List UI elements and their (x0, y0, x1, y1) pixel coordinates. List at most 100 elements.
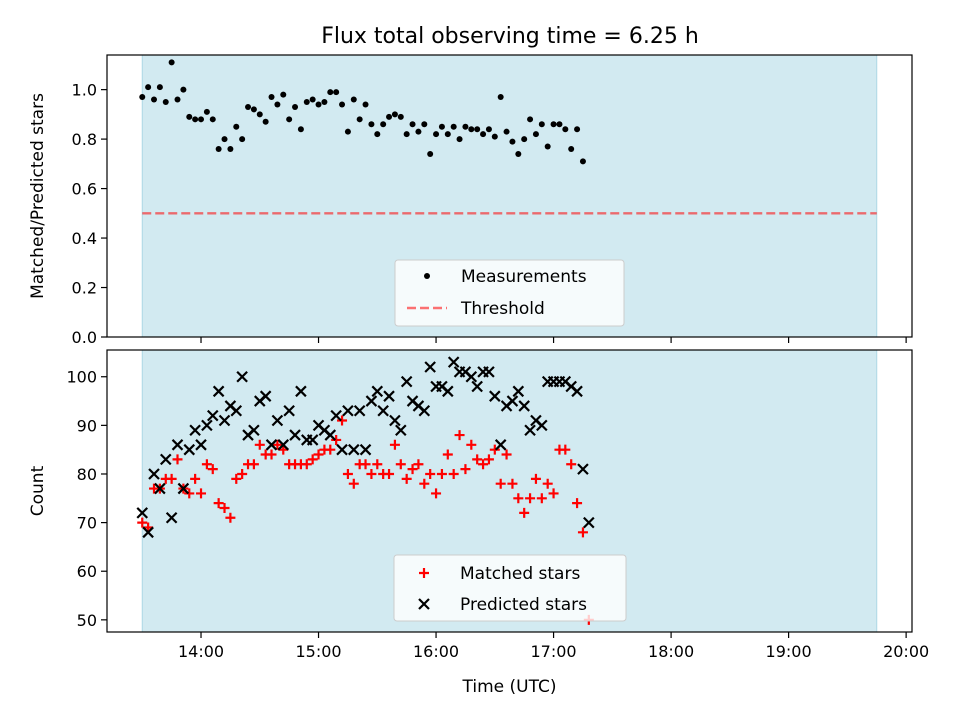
measurement-point (562, 126, 569, 133)
matched-star-point (478, 459, 489, 470)
measurement-point (198, 116, 205, 123)
predicted-star-point (494, 439, 507, 451)
matched-star-point (530, 473, 541, 484)
predicted-star-point (159, 453, 172, 466)
top-ytick-label: 0.8 (72, 130, 97, 149)
matched-star-point (313, 449, 324, 460)
measurement-point (215, 146, 222, 152)
measurement-point (315, 101, 322, 108)
predicted-star-point (165, 511, 178, 524)
matched-star-point (237, 468, 248, 479)
matched-star-point (266, 449, 277, 460)
matched-star-point (489, 444, 500, 455)
predicted-star-point (342, 404, 354, 417)
top-ylabel: Matched/Predicted stars (28, 93, 48, 299)
measurement-point (368, 121, 375, 128)
bottom-axes-frame (106, 349, 913, 633)
predicted-star-point (236, 370, 248, 383)
predicted-star-point (383, 390, 395, 402)
measurement-point (480, 131, 487, 138)
predicted-star-point (212, 385, 225, 398)
predicted-star-point (353, 404, 366, 417)
matched-star-point (201, 459, 212, 470)
bottom-xtick-label: 18:00 (648, 642, 694, 661)
matched-star-point (519, 507, 530, 518)
matched-star-point (513, 493, 524, 504)
measurement-point (438, 123, 445, 130)
matched-star-point (431, 488, 442, 499)
measurement-point (297, 126, 304, 133)
matched-star-point (219, 503, 230, 514)
matched-star-point (560, 444, 571, 455)
legend-matched-marker (419, 568, 429, 578)
predicted-star-point (248, 424, 260, 437)
measurement-point (421, 121, 428, 128)
predicted-star-point (265, 439, 278, 451)
measurement-point (162, 99, 169, 105)
predicted-star-point (259, 390, 272, 402)
matched-star-point (460, 464, 471, 475)
predicted-star-point (471, 380, 483, 393)
matched-star-point (225, 512, 236, 523)
measurement-point (156, 84, 163, 91)
predicted-star-point (148, 468, 160, 480)
predicted-star-point (336, 443, 348, 456)
measurement-point (556, 121, 563, 128)
measurement-point (450, 123, 457, 130)
matched-star-point (536, 493, 547, 504)
matched-star-point (572, 498, 583, 509)
top-ytick-label: 0.4 (72, 229, 97, 248)
measurement-point (233, 123, 240, 130)
matched-star-point (366, 468, 377, 479)
matched-star-point (166, 473, 177, 484)
bottom-xtick-label: 16:00 (413, 642, 459, 661)
predicted-star-point (218, 414, 231, 427)
predicted-star-point (306, 434, 319, 446)
measurement-point (221, 136, 228, 143)
bottom-ylabel: Count (28, 465, 48, 516)
predicted-star-point (400, 375, 413, 388)
matched-star-point (384, 468, 395, 479)
matched-star-point (436, 468, 447, 479)
measurement-point (491, 133, 498, 140)
measurement-point (474, 126, 481, 133)
bottom-ytick-label: 70 (77, 514, 97, 533)
measurement-point (380, 121, 387, 128)
matched-star-point (495, 478, 506, 489)
matched-star-point (337, 415, 348, 426)
predicted-star-point (506, 395, 519, 407)
predicted-star-point (483, 366, 495, 378)
bottom-ytick-label: 50 (77, 611, 97, 630)
legend-measurements-marker (424, 273, 430, 279)
legend-matched-label: Matched stars (460, 564, 580, 584)
measurement-point (521, 136, 528, 143)
matched-star-point (566, 459, 577, 470)
matched-star-point (466, 439, 477, 450)
matched-star-point (196, 488, 207, 499)
bottom-ytick-label: 100 (66, 368, 97, 387)
measurement-point (579, 158, 586, 165)
legend-predicted-marker (418, 598, 430, 610)
top-ytick-label: 0.6 (72, 180, 97, 199)
predicted-star-point (177, 482, 190, 495)
measurement-point (292, 103, 299, 110)
bottom-xtick-label: 20:00 (883, 642, 929, 661)
matched-star-point (442, 449, 453, 460)
measurement-point (333, 89, 340, 96)
measurement-point (280, 91, 287, 98)
matched-star-point (254, 439, 265, 450)
matched-star-point (137, 517, 148, 528)
matched-star-point (360, 459, 371, 470)
measurement-point (327, 89, 334, 96)
legend-predicted-label: Predicted stars (460, 595, 587, 615)
measurement-point (544, 143, 551, 150)
measurement-point (485, 126, 492, 133)
predicted-star-point (418, 404, 431, 417)
predicted-star-point (271, 414, 284, 427)
matched-star-point (407, 464, 418, 475)
measurement-point (532, 131, 539, 138)
matched-star-point (425, 468, 436, 479)
measurement-point (151, 96, 158, 103)
matched-star-point (472, 454, 483, 465)
matched-star-point (389, 439, 400, 450)
